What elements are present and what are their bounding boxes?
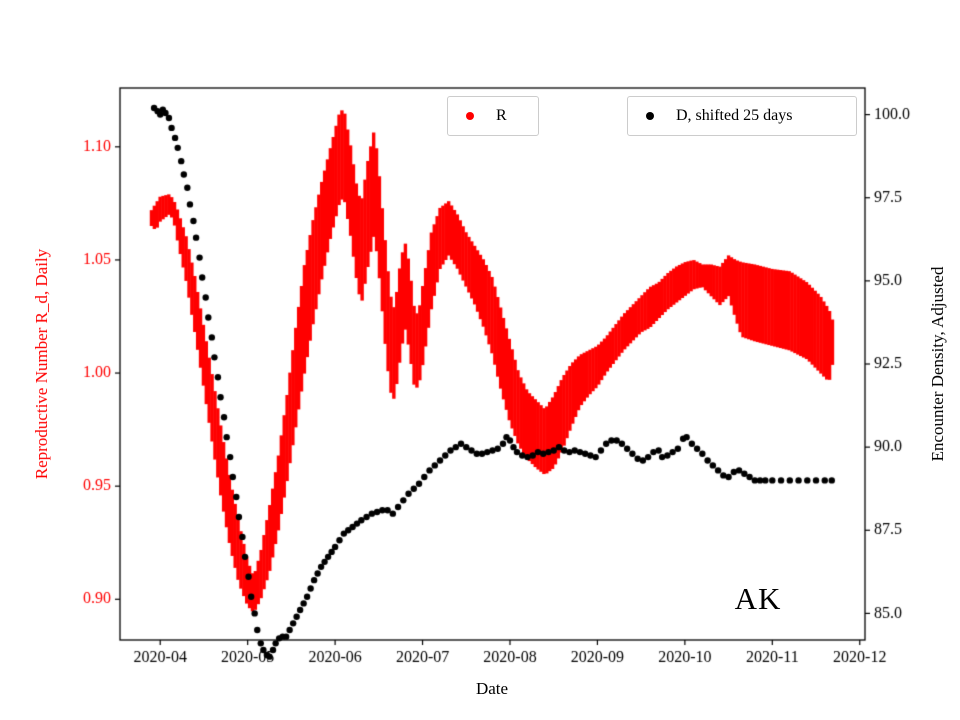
legend-r-label: R: [496, 107, 507, 124]
legend-d-marker-icon: [646, 112, 654, 120]
legend-r-marker-icon: [466, 112, 474, 120]
legend-d-label: D, shifted 25 days: [676, 107, 793, 124]
y-axis-label-right: Encounter Density, Adjusted: [928, 266, 947, 462]
x-axis-label: Date: [475, 679, 509, 698]
legend-d: D, shifted 25 days: [627, 96, 857, 136]
y-axis-label-left: Reproductive Number R_d, Daily: [32, 248, 51, 480]
state-annotation: AK: [734, 581, 782, 616]
legend-r: R: [447, 96, 539, 136]
